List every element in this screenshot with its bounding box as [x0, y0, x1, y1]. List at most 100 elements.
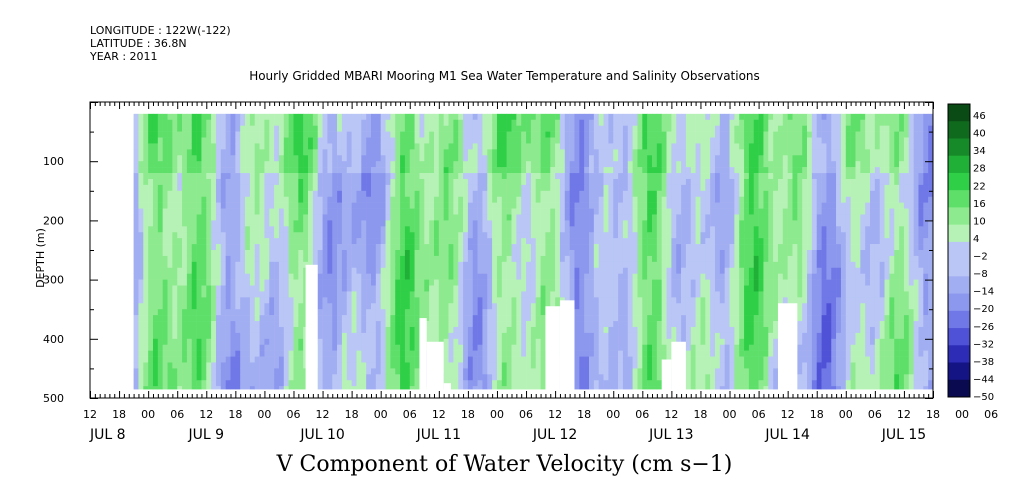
heat-cell [220, 137, 226, 144]
heat-cell [274, 250, 280, 257]
heat-cell [245, 362, 251, 369]
heat-cell [162, 261, 168, 269]
heat-cell [385, 238, 391, 245]
heat-cell [259, 261, 265, 269]
heat-cell [138, 131, 144, 138]
heat-cell [157, 226, 163, 233]
heat-cell [308, 238, 314, 245]
heat-cell [618, 244, 624, 251]
heat-cell [559, 178, 566, 186]
heat-cell [400, 214, 406, 221]
heat-cell [298, 356, 304, 363]
heat-cell [637, 173, 643, 180]
heat-cell [361, 190, 367, 198]
heat-cell [167, 326, 173, 334]
heat-cell [332, 297, 338, 304]
heat-cell [186, 315, 193, 322]
heat-cell [400, 321, 406, 328]
heat-cell [157, 368, 163, 375]
heat-cell [598, 321, 604, 328]
heat-cell [366, 338, 372, 346]
heat-cell [579, 356, 585, 363]
heat-cell [443, 350, 449, 357]
heat-cell [574, 267, 580, 274]
heat-cell [404, 131, 411, 138]
heat-cell [487, 380, 493, 387]
heat-cell [598, 362, 604, 369]
heat-cell [245, 356, 251, 363]
heat-cell [414, 178, 420, 186]
heat-cell [337, 149, 343, 156]
heat-cell [143, 386, 149, 390]
heat-cell [472, 380, 478, 387]
heat-cell [293, 113, 299, 121]
heat-cell [429, 273, 435, 280]
heat-cell [366, 368, 372, 375]
heat-cell [230, 155, 236, 162]
heat-cell [283, 368, 289, 375]
heat-cell [526, 214, 532, 221]
heat-cell [332, 125, 338, 132]
heat-cell [584, 214, 590, 221]
heat-cell [293, 238, 299, 245]
heat-cell [530, 178, 537, 186]
heat-cell [215, 374, 222, 381]
heat-cell [618, 338, 624, 346]
heat-cell [371, 267, 377, 274]
heat-cell [627, 326, 633, 334]
heat-cell [618, 167, 624, 174]
heat-cell [516, 119, 522, 126]
heat-cell [535, 344, 541, 351]
heat-cell [201, 161, 207, 168]
heat-cell [603, 267, 609, 274]
heat-cell [613, 380, 619, 387]
heat-cell [215, 261, 222, 269]
heat-cell [167, 214, 173, 221]
heat-cell [235, 119, 241, 126]
heat-cell [409, 149, 415, 156]
heat-cell [182, 255, 188, 263]
heat-cell [215, 326, 222, 334]
heat-cell [496, 380, 503, 387]
heat-cell [191, 155, 197, 162]
heat-cell [332, 196, 338, 203]
heat-cell [152, 291, 159, 298]
heat-cell [366, 220, 372, 227]
heat-cell [618, 368, 624, 375]
heat-cell [230, 184, 236, 192]
heat-cell [564, 214, 570, 221]
heat-cell [220, 279, 226, 286]
heat-cell [424, 161, 430, 168]
heat-cell [380, 226, 386, 233]
heat-cell [535, 250, 541, 257]
heat-cell [375, 374, 381, 381]
heat-cell [264, 315, 270, 322]
heat-cell [245, 226, 251, 233]
heat-cell [608, 303, 614, 310]
heat-cell [618, 226, 624, 233]
heat-cell [332, 344, 338, 351]
heat-cell [424, 149, 430, 156]
heat-cell [133, 143, 139, 150]
heat-cell [206, 255, 212, 263]
heat-cell [443, 291, 449, 298]
heat-cell [298, 291, 304, 298]
heat-cell [467, 202, 474, 209]
heat-cell [477, 285, 483, 292]
heat-cell [341, 131, 348, 138]
heat-cell [293, 214, 299, 221]
heat-cell [225, 167, 231, 174]
heat-cell [540, 244, 546, 251]
heat-cell [346, 196, 352, 203]
heat-cell [182, 184, 188, 192]
heat-cell [274, 291, 280, 298]
heat-cell [501, 380, 507, 387]
heat-cell [453, 291, 459, 298]
heat-cell [288, 386, 294, 390]
heat-cell [133, 202, 139, 209]
heat-cell [133, 137, 139, 144]
heat-cell [477, 309, 483, 316]
heat-cell [206, 178, 212, 186]
heat-cell [467, 119, 474, 126]
heat-cell [618, 332, 624, 340]
